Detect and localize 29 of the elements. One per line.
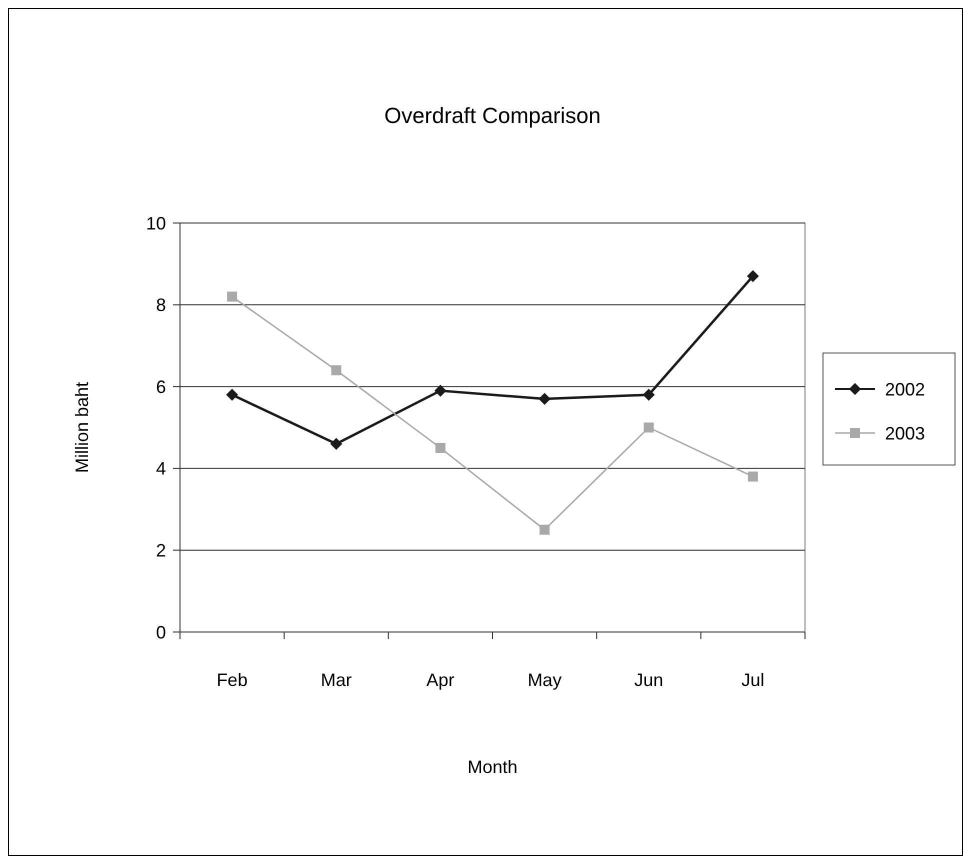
point: [642, 388, 655, 401]
point: [226, 388, 238, 401]
point: [331, 365, 342, 376]
y-tick-label: 0: [156, 622, 166, 642]
point: [746, 270, 759, 282]
x-tick-label: Apr: [426, 670, 454, 690]
chart-title: Overdraft Comparison: [384, 103, 601, 128]
point: [748, 472, 758, 482]
x-tick-label: Jul: [741, 670, 764, 690]
y-tick-label: 2: [156, 540, 166, 560]
point: [434, 384, 446, 397]
y-tick-label: 10: [146, 213, 166, 234]
point: [644, 422, 654, 432]
y-axis-title: Million baht: [72, 382, 92, 474]
legend-label: 2002: [885, 379, 926, 400]
point: [435, 442, 446, 453]
x-tick-label: May: [528, 670, 562, 690]
x-tick-label: Jun: [634, 670, 664, 690]
point: [330, 438, 342, 450]
point: [540, 524, 550, 535]
y-tick-label: 4: [156, 458, 166, 479]
point: [227, 292, 238, 302]
y-tick-label: 8: [156, 295, 166, 316]
x-tick-label: Mar: [320, 670, 352, 690]
x-axis-title: Month: [467, 757, 518, 777]
y-tick-label: 6: [156, 376, 166, 397]
x-tick-label: Feb: [216, 670, 248, 690]
point: [538, 392, 551, 405]
legend-label: 2003: [885, 423, 926, 444]
